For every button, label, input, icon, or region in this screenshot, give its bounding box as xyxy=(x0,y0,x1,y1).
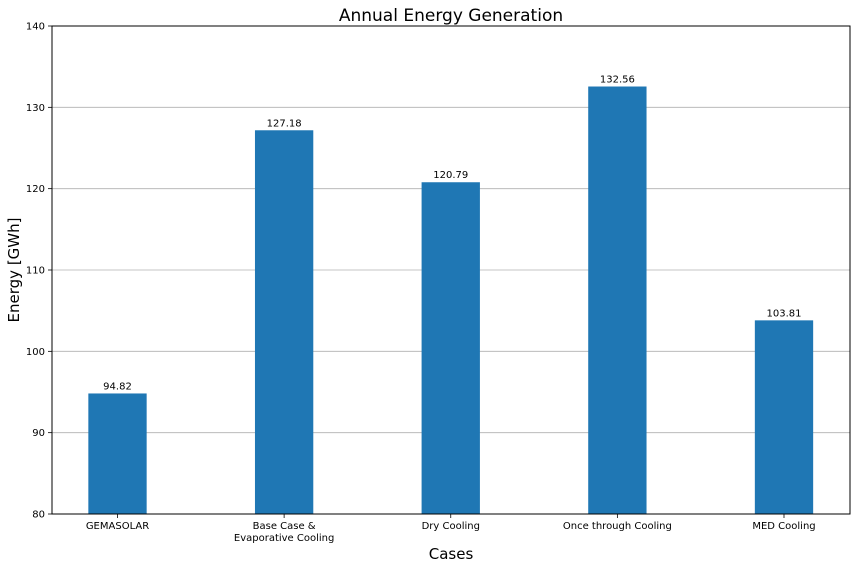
bar-value-label: 120.79 xyxy=(433,170,468,181)
bar xyxy=(421,182,480,514)
y-axis-label: Energy [GWh] xyxy=(5,218,23,323)
y-tick-label: 80 xyxy=(32,510,45,521)
x-tick-label: MED Cooling xyxy=(752,521,815,532)
bar xyxy=(754,320,814,514)
y-axis-ticks: 80 90 100 110 120 130 140 xyxy=(26,22,52,521)
y-tick-label: 140 xyxy=(26,22,45,33)
x-axis-ticks: GEMASOLAR Base Case &Evaporative Cooling D… xyxy=(86,514,816,544)
y-tick-label: 120 xyxy=(26,184,45,195)
y-tick-label: 110 xyxy=(26,266,45,277)
y-tick-label: 100 xyxy=(26,347,45,358)
bar-value-label: 127.18 xyxy=(267,118,302,129)
x-tick-label: Once through Cooling xyxy=(563,521,672,532)
plot-frame xyxy=(51,25,851,515)
bar xyxy=(588,86,647,515)
chart-title: Annual Energy Generation xyxy=(339,6,563,26)
bar-value-label: 94.82 xyxy=(103,381,132,392)
bars xyxy=(88,86,814,515)
y-tick-label: 90 xyxy=(32,428,45,439)
x-tick-label: GEMASOLAR xyxy=(86,521,149,532)
bar-value-label: 103.81 xyxy=(767,308,802,319)
bar xyxy=(88,393,147,514)
bar xyxy=(254,130,314,514)
y-tick-label: 130 xyxy=(26,103,45,114)
x-tick-label: Dry Cooling xyxy=(422,521,480,532)
bar-value-label: 132.56 xyxy=(600,75,635,86)
data-labels: 94.82 127.18 120.79 132.56 103.81 xyxy=(103,75,801,393)
x-tick-label: Evaporative Cooling xyxy=(234,533,334,544)
x-tick-label: Base Case & xyxy=(253,521,316,532)
x-axis-label: Cases xyxy=(429,545,474,563)
